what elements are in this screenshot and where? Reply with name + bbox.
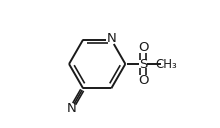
- Text: CH₃: CH₃: [155, 57, 177, 71]
- Text: O: O: [138, 74, 148, 87]
- Text: N: N: [67, 102, 77, 115]
- Text: N: N: [106, 33, 116, 45]
- Text: O: O: [138, 41, 148, 54]
- Text: S: S: [139, 57, 147, 71]
